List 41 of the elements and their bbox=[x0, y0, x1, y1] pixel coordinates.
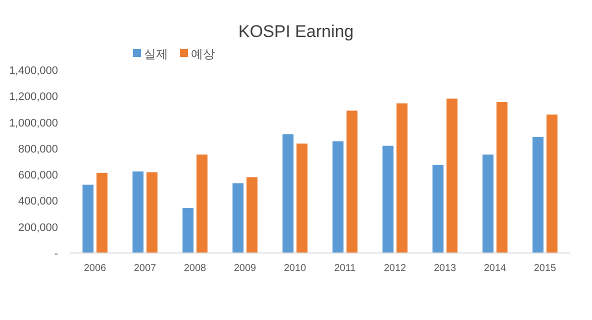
bar bbox=[182, 208, 194, 253]
bar bbox=[282, 134, 294, 253]
bar bbox=[82, 184, 94, 253]
bar bbox=[382, 146, 394, 253]
bar bbox=[496, 102, 508, 253]
x-tick-label: 2013 bbox=[434, 263, 457, 274]
bar bbox=[446, 98, 458, 253]
bar bbox=[196, 154, 208, 253]
x-tick-label: 2011 bbox=[334, 263, 356, 274]
y-tick-label: 800,000 bbox=[18, 143, 58, 156]
y-tick-label: 1,200,000 bbox=[9, 91, 58, 104]
y-tick-label: 600,000 bbox=[18, 170, 58, 182]
bar bbox=[346, 110, 358, 253]
bar bbox=[532, 136, 544, 253]
bar bbox=[232, 183, 244, 253]
x-tick-label: 2010 bbox=[284, 263, 307, 274]
bar bbox=[432, 164, 444, 253]
bar bbox=[332, 141, 344, 253]
x-tick-label: 2009 bbox=[234, 263, 257, 274]
bar bbox=[296, 144, 308, 253]
y-tick-label: 200,000 bbox=[18, 222, 58, 234]
bar bbox=[482, 154, 494, 253]
x-tick-label: 2015 bbox=[534, 263, 557, 274]
y-tick-label: 400,000 bbox=[18, 196, 58, 208]
x-tick-label: 2006 bbox=[84, 263, 107, 274]
bar bbox=[132, 171, 144, 253]
bar bbox=[546, 114, 558, 253]
x-tick-label: 2007 bbox=[134, 263, 157, 274]
x-tick-label: 2014 bbox=[484, 263, 507, 274]
chart-title: KOSPI Earning bbox=[238, 22, 354, 41]
bar bbox=[146, 172, 158, 253]
y-tick-label: 1,400,000 bbox=[9, 65, 58, 77]
x-tick-label: 2008 bbox=[184, 263, 207, 274]
bar bbox=[96, 172, 108, 253]
bar bbox=[396, 103, 408, 253]
x-tick-label: 2012 bbox=[384, 263, 407, 274]
y-tick-label: - bbox=[54, 248, 58, 260]
bar bbox=[246, 177, 258, 253]
legend-label: 예상 bbox=[191, 47, 215, 61]
y-tick-label: 1,000,000 bbox=[9, 117, 58, 130]
legend-label: 실제 bbox=[144, 47, 168, 61]
